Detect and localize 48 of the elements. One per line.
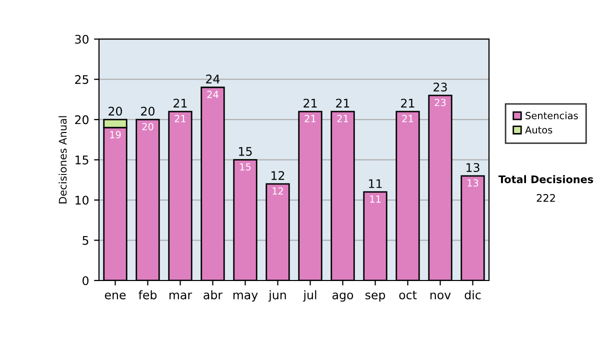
text: Total Decisiones: [498, 175, 594, 184]
x-tick-label: ago: [332, 292, 354, 302]
data-label: 23: [434, 98, 446, 106]
x-tick-label: jul: [303, 290, 316, 302]
x-tick-label: nov: [430, 292, 451, 300]
total-label: 20: [141, 106, 154, 116]
data-label: 20: [142, 122, 154, 130]
y-axis-title: Decisiones Anual: [58, 116, 67, 204]
total-label: 21: [336, 98, 350, 108]
y-tick-label: 15: [76, 156, 88, 164]
total-label: 13: [466, 163, 480, 172]
total-label: 20: [108, 106, 122, 116]
legend-label: Autos: [525, 126, 552, 134]
total-label: 21: [304, 98, 317, 108]
total-label: 21: [174, 98, 187, 108]
data-label: 21: [402, 114, 414, 122]
x-tick-label: abr: [204, 290, 223, 300]
data-label: 19: [110, 131, 121, 138]
data-label: 13: [468, 179, 478, 187]
data-label: 21: [337, 114, 348, 122]
data-label: 24: [207, 90, 218, 98]
data-label: 11: [370, 196, 381, 203]
total-label: 24: [206, 74, 220, 84]
y-tick-label: 10: [76, 196, 88, 205]
x-tick-label: may: [233, 292, 258, 302]
y-tick-label: 25: [75, 75, 88, 84]
data-label: 21: [174, 114, 186, 122]
x-tick-label: sep: [365, 292, 386, 302]
text: 222: [536, 194, 555, 202]
x-tick-label: ene: [104, 292, 126, 300]
total-label: 21: [401, 98, 414, 108]
total-label: 23: [434, 82, 447, 92]
y-tick-label: 30: [75, 34, 88, 44]
y-tick-label: 20: [75, 115, 88, 124]
x-tick-label: jun: [268, 290, 286, 302]
legend-label: Sentencias: [526, 112, 578, 120]
total-label: 11: [369, 179, 382, 188]
x-tick-label: feb: [138, 290, 157, 300]
y-tick-label: 5: [82, 236, 88, 245]
total-label: 12: [272, 171, 284, 180]
x-tick-label: dic: [464, 290, 481, 300]
y-tick-label: 0: [82, 276, 88, 286]
x-tick-label: mar: [170, 292, 192, 300]
total-label: 15: [239, 147, 252, 156]
data-label: 21: [304, 114, 316, 122]
x-tick-label: oct: [399, 290, 417, 300]
data-label: 12: [272, 187, 283, 195]
data-label: 15: [240, 163, 251, 171]
